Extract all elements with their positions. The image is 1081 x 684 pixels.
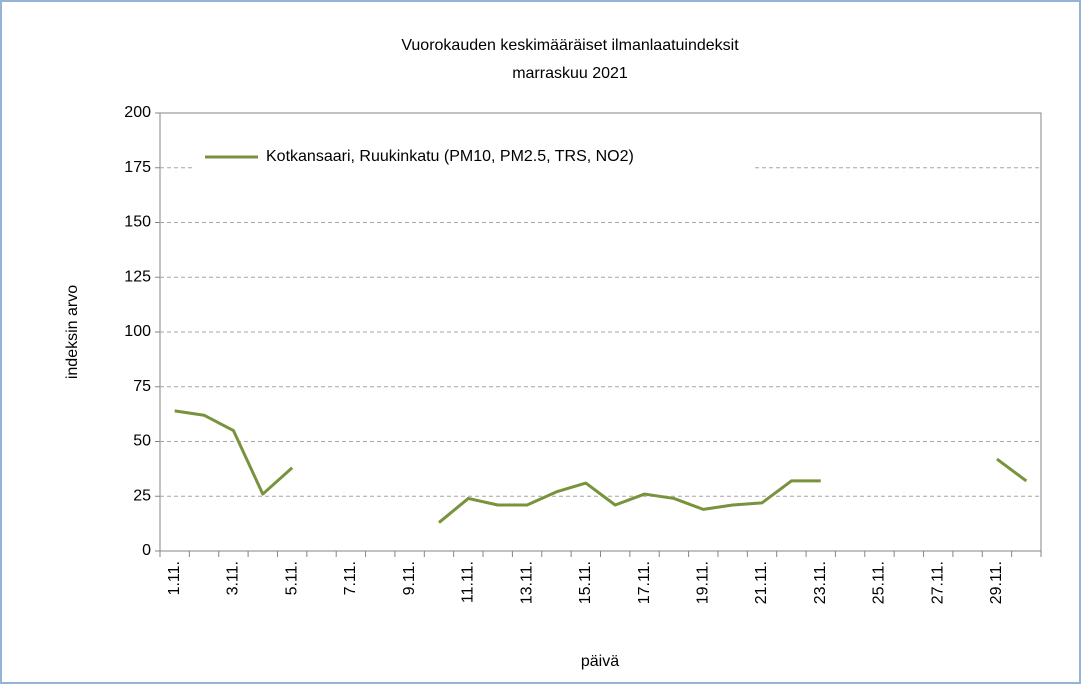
x-tick-label: 3.11. [225,561,242,595]
y-tick-label: 200 [124,104,151,121]
plot-area [159,112,1042,552]
x-tick-label: 21.11. [753,561,770,604]
y-tick-label: 150 [124,214,151,231]
y-tick-label: 25 [133,487,151,504]
x-axis-label: päivä [581,653,619,670]
legend-label: Kotkansaari, Ruukinkatu (PM10, PM2.5, TR… [266,148,634,165]
x-tick-label: 19.11. [695,561,712,604]
y-tick-label: 75 [133,378,151,395]
y-tick-label: 50 [133,433,151,450]
x-tick-label: 25.11. [871,561,888,604]
x-tick-label: 7.11. [342,561,359,595]
x-tick-label: 29.11. [988,561,1005,604]
legend-box [195,143,753,171]
chart-title: Vuorokauden keskimääräiset ilmanlaatuind… [401,37,739,54]
x-tick-label: 17.11. [636,561,653,604]
x-tick-label: 11.11. [460,561,477,603]
x-tick-label: 27.11. [929,561,946,604]
data-line [174,409,1028,524]
x-tick-label: 9.11. [401,561,418,595]
y-tick-label: 175 [124,159,151,176]
x-tick-label: 13.11. [518,561,535,604]
y-axis-label: indeksin arvo [64,285,81,379]
chart-subtitle: marraskuu 2021 [512,65,628,82]
y-tick-label: 0 [142,542,151,559]
x-tick-label: 5.11. [283,561,300,595]
x-tick-label: 23.11. [812,561,829,604]
y-tick-label: 100 [124,323,151,340]
y-tick-label: 125 [124,268,151,285]
x-tick-label: 15.11. [577,561,594,604]
x-tick-label: 1.11. [166,561,183,595]
